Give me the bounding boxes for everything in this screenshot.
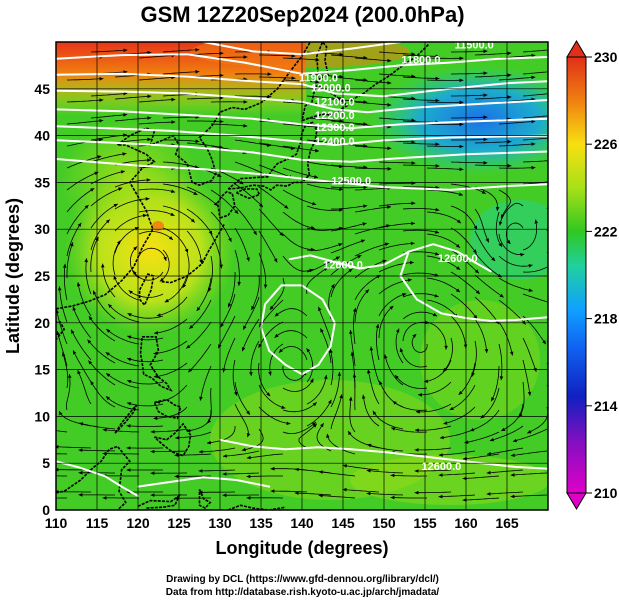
x-tick-label: 155 bbox=[413, 515, 437, 531]
map-title: GSM 12Z20Sep2024 (200.0hPa) bbox=[140, 2, 465, 27]
y-tick-label: 45 bbox=[34, 81, 50, 97]
x-tick-label: 140 bbox=[290, 515, 314, 531]
x-tick-label: 130 bbox=[208, 515, 232, 531]
contour-label: 12600.0 bbox=[438, 253, 478, 265]
colorbar-tick-label: 230 bbox=[594, 49, 618, 65]
contour-label: 12500.0 bbox=[331, 175, 371, 187]
contour-label: 12300.0 bbox=[315, 122, 355, 134]
y-tick-label: 35 bbox=[34, 174, 50, 190]
contour-label: 12000.0 bbox=[311, 83, 351, 95]
x-tick-label: 115 bbox=[86, 515, 109, 531]
colorbar-tick-label: 226 bbox=[594, 136, 618, 152]
x-tick-label: 150 bbox=[372, 515, 396, 531]
colorbar-tick-label: 214 bbox=[594, 398, 618, 414]
x-tick-label: 135 bbox=[249, 515, 273, 531]
x-axis-ticks: 110 115 120 125 130 135 140 145 150 155 160 165 bbox=[45, 515, 519, 531]
y-tick-label: 25 bbox=[34, 268, 50, 284]
y-tick-label: 5 bbox=[42, 455, 50, 471]
x-tick-label: 160 bbox=[454, 515, 478, 531]
contour-label: 12100.0 bbox=[315, 97, 355, 109]
contour-label: 12200.0 bbox=[315, 110, 355, 122]
lat-lon-grid bbox=[55, 42, 548, 511]
x-tick-label: 120 bbox=[126, 515, 150, 531]
y-tick-label: 40 bbox=[34, 128, 50, 144]
x-tick-label: 145 bbox=[331, 515, 355, 531]
contour-label: 12600.0 bbox=[422, 461, 462, 473]
x-axis-title: Longitude (degrees) bbox=[215, 538, 388, 558]
y-tick-label: 20 bbox=[34, 315, 50, 331]
y-axis-title: Latitude (degrees) bbox=[3, 198, 23, 354]
credit-data-source: Data from http://database.rish.kyoto-u.a… bbox=[165, 587, 440, 598]
y-axis-ticks: 0 5 10 15 20 25 30 35 40 45 bbox=[34, 81, 50, 518]
contour-label: 11900.0 bbox=[299, 72, 338, 84]
y-tick-label: 10 bbox=[34, 408, 50, 424]
contour-label: 12600.0 bbox=[323, 260, 363, 272]
x-tick-label: 110 bbox=[45, 515, 68, 531]
colorbar: 210 214 218 222 226 230 bbox=[566, 40, 618, 510]
x-tick-label: 125 bbox=[167, 515, 191, 531]
plot-frame bbox=[55, 41, 549, 511]
y-tick-label: 0 bbox=[42, 502, 50, 518]
x-tick-label: 165 bbox=[495, 515, 519, 531]
colorbar-tick-label: 210 bbox=[594, 485, 618, 501]
y-tick-label: 15 bbox=[34, 362, 50, 378]
colorbar-tick-label: 218 bbox=[594, 311, 618, 327]
contour-label: 11800.0 bbox=[401, 55, 440, 67]
contour-label: 12400.0 bbox=[315, 136, 355, 148]
y-tick-label: 30 bbox=[34, 221, 50, 237]
credits: Drawing by DCL (https://www.gfd-dennou.o… bbox=[0, 573, 605, 599]
credit-dcl: Drawing by DCL (https://www.gfd-dennou.o… bbox=[166, 574, 439, 585]
colorbar-tick-label: 222 bbox=[594, 223, 618, 239]
